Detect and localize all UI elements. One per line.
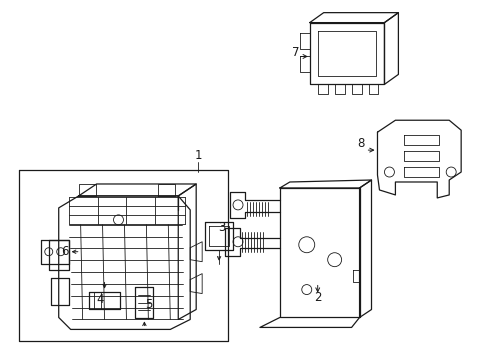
Text: 4: 4 bbox=[97, 293, 104, 306]
Text: 3: 3 bbox=[218, 221, 225, 234]
Text: 2: 2 bbox=[313, 291, 321, 304]
Text: 8: 8 bbox=[356, 137, 364, 150]
Text: 6: 6 bbox=[61, 245, 68, 258]
Text: 5: 5 bbox=[144, 298, 152, 311]
Text: 1: 1 bbox=[194, 149, 202, 162]
Text: 7: 7 bbox=[291, 46, 299, 59]
